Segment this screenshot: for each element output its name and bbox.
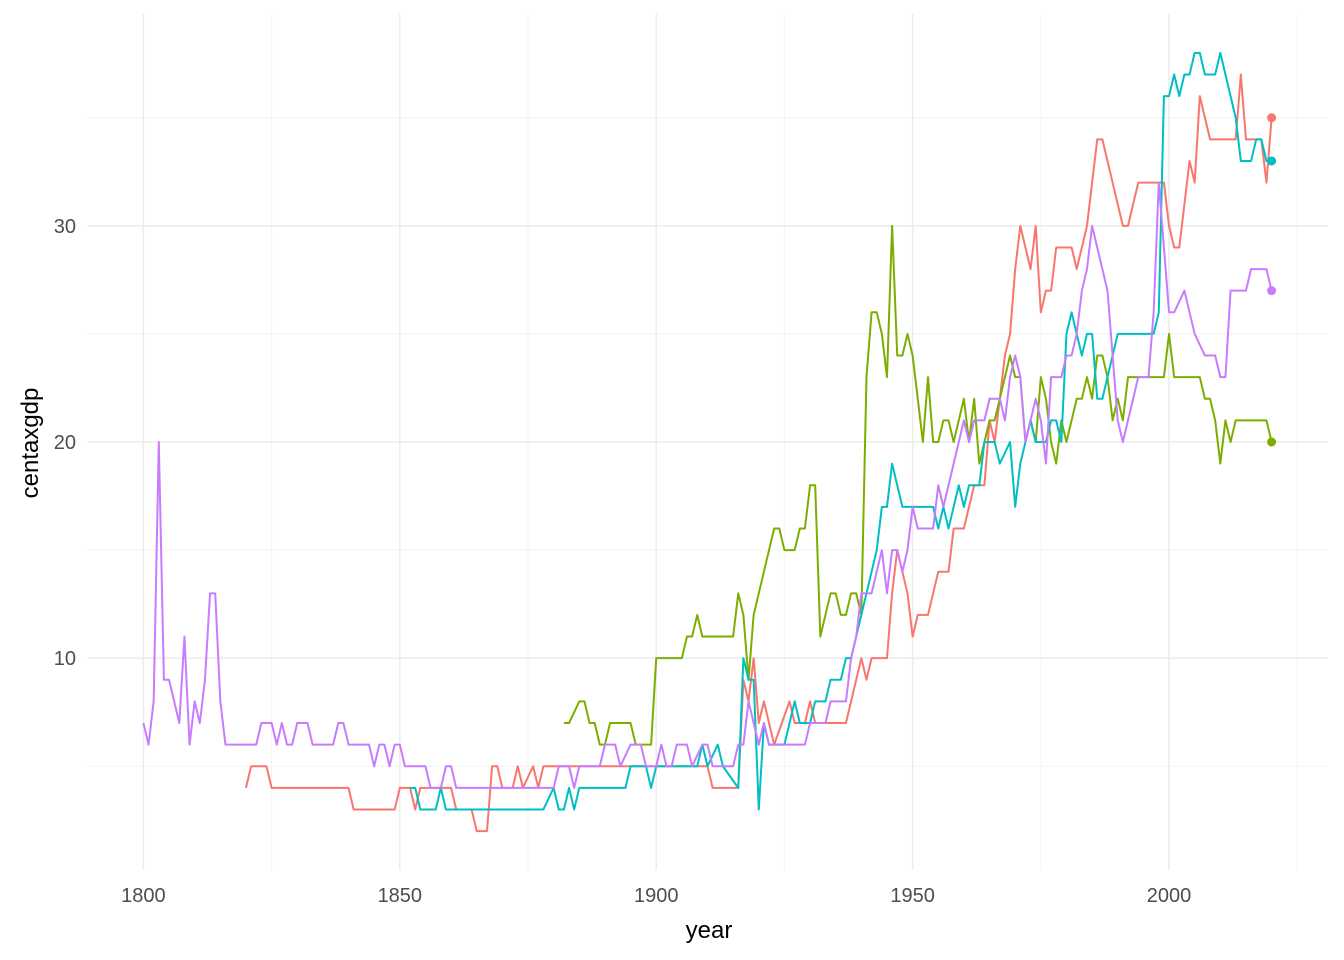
grid: [87, 14, 1328, 870]
line: [142, 181, 1273, 789]
end-point: [1267, 113, 1277, 123]
line: [244, 73, 1273, 833]
end-point: [1267, 156, 1277, 166]
x-tick-label: 1900: [634, 885, 679, 907]
x-tick-label: 1800: [121, 885, 166, 907]
x-axis-title: year: [686, 917, 733, 944]
x-tick-label: 1950: [890, 885, 935, 907]
x-tick-label: 2000: [1147, 885, 1192, 907]
line: [410, 51, 1272, 811]
y-axis-title: centaxgdp: [17, 388, 44, 499]
y-tick-label: 20: [54, 432, 76, 454]
y-tick-label: 30: [54, 216, 76, 238]
x-tick-label: 1850: [378, 885, 423, 907]
y-tick-label: 10: [54, 648, 76, 670]
plot-area: [142, 51, 1277, 833]
line: [563, 224, 1273, 746]
end-point: [1267, 286, 1277, 296]
end-point: [1267, 437, 1277, 447]
